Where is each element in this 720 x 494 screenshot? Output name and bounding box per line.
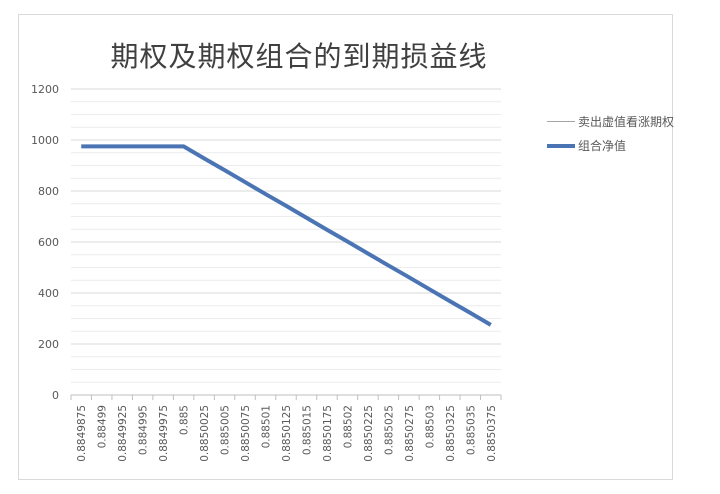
x-tick-label: 0.8850225 (363, 405, 375, 462)
y-tick-label: 1000 (31, 134, 59, 147)
x-tick-label: 0.88499 (97, 405, 109, 448)
x-tick-label: 0.88502 (342, 405, 354, 448)
x-tick-label: 0.8850125 (281, 405, 293, 462)
x-tick-label: 0.885 (179, 405, 191, 435)
x-tick-label: 0.8850275 (404, 405, 416, 462)
y-tick-label: 1200 (31, 83, 59, 96)
legend-label: 组合净值 (578, 139, 627, 153)
x-tick-label: 0.884995 (138, 405, 150, 455)
tick-labels: 0 200 400 600 800 1000 1200 0.8849875 0.88499 0.8… (31, 83, 498, 462)
y-tick-label: 200 (38, 338, 59, 351)
x-tick-label: 0.88503 (424, 405, 436, 448)
legend-item: 卖出虚值看涨期权 (547, 113, 674, 130)
x-tick-label: 0.8850375 (486, 405, 498, 462)
grid-lines (71, 88, 501, 396)
x-tick-label: 0.88501 (261, 405, 273, 448)
x-tick-label: 0.8849925 (117, 405, 129, 462)
x-tick-label: 0.8850325 (445, 405, 457, 462)
chart-title: 期权及期权组合的到期损益线 (110, 40, 488, 73)
legend-item: 组合净值 (547, 137, 626, 154)
chart-plot: 0 200 400 600 800 1000 1200 0.8849875 0.88499 0.8… (31, 83, 502, 462)
axes (70, 394, 502, 400)
x-tick-label: 0.8849975 (158, 405, 170, 462)
legend-label: 卖出虚值看涨期权 (578, 115, 675, 129)
chart-frame: 期权及期权组合的到期损益线 0 200 400 600 800 1000 1200 0.884… (18, 14, 674, 480)
x-tick-label: 0.885035 (465, 405, 477, 455)
x-tick-label: 0.8850025 (199, 405, 211, 462)
series-line-1 (81, 144, 492, 327)
legend-swatch (547, 121, 575, 122)
y-tick-label: 800 (38, 185, 59, 198)
x-tick-label: 0.8849875 (76, 405, 88, 462)
y-tick-label: 400 (38, 287, 59, 300)
series-lines (81, 144, 492, 327)
x-tick-label: 0.8850075 (240, 405, 252, 462)
x-tick-label: 0.8850175 (322, 405, 334, 462)
x-tick-label: 0.885015 (301, 405, 313, 455)
x-tick-label: 0.885005 (220, 405, 232, 455)
legend-swatch (547, 143, 575, 148)
x-tick-label: 0.885025 (383, 405, 395, 455)
y-tick-label: 0 (52, 389, 59, 402)
y-tick-label: 600 (38, 236, 59, 249)
